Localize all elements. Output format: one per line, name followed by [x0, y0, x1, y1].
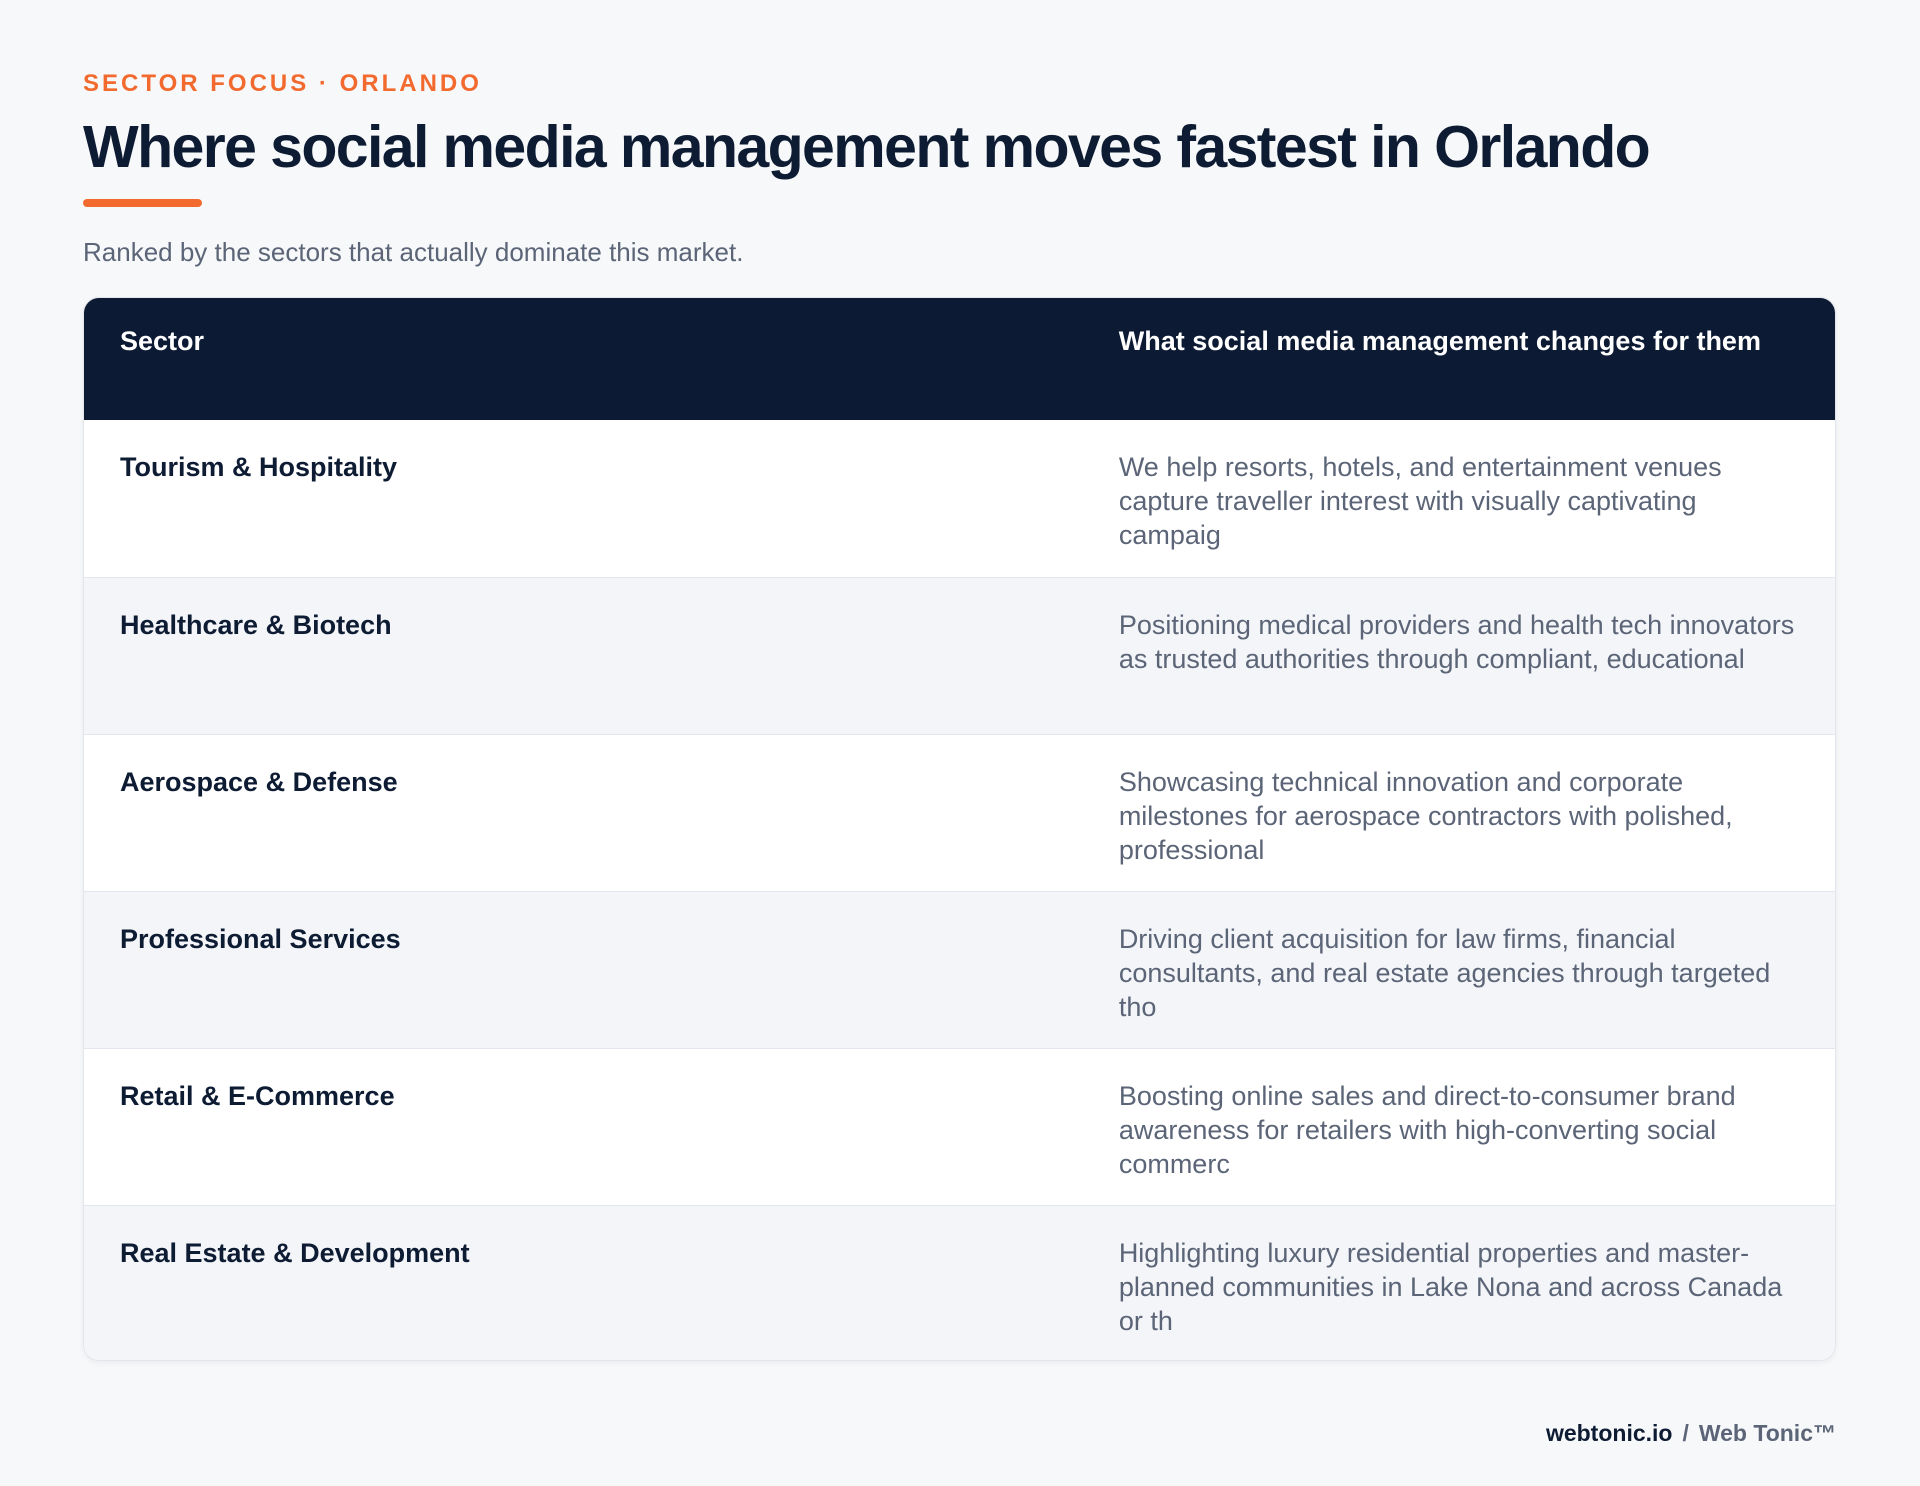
table-row: Healthcare & Biotech Positioning medical… [84, 577, 1835, 734]
table-row: Professional Services Driving client acq… [84, 891, 1835, 1048]
eyebrow-label: SECTOR FOCUS · ORLANDO [83, 70, 482, 97]
sector-table: Sector What social media management chan… [83, 297, 1836, 1361]
page-title: Where social media management moves fast… [83, 114, 1651, 180]
column-header-changes: What social media management changes for… [1118, 326, 1761, 356]
table-header: Sector What social media management chan… [84, 298, 1835, 420]
description-cell: We help resorts, hotels, and entertainme… [1118, 452, 1722, 550]
description-cell: Boosting online sales and direct-to-cons… [1118, 1081, 1736, 1179]
footer-credit: webtonic.io / Web Tonic™ [1546, 1420, 1836, 1447]
title-accent-rule [83, 199, 202, 207]
description-cell: Driving client acquisition for law firms… [1118, 924, 1771, 1022]
sector-cell: Professional Services [120, 924, 401, 954]
table-row: Tourism & Hospitality We help resorts, h… [84, 420, 1835, 577]
column-header-sector: Sector [120, 326, 205, 356]
table-body: Tourism & Hospitality We help resorts, h… [84, 420, 1835, 1360]
table-row: Retail & E-Commerce Boosting online sale… [84, 1048, 1835, 1205]
footer-domain-link[interactable]: webtonic.io [1545, 1420, 1673, 1446]
sector-cell: Tourism & Hospitality [120, 452, 398, 482]
footer-separator: / [1682, 1420, 1689, 1446]
footer-brand: Web Tonic™ [1698, 1420, 1836, 1446]
table-row: Real Estate & Development Highlighting l… [84, 1205, 1835, 1360]
description-cell: Highlighting luxury residential properti… [1118, 1238, 1783, 1336]
sector-cell: Healthcare & Biotech [120, 610, 392, 640]
sector-cell: Aerospace & Defense [120, 767, 398, 797]
description-cell: Positioning medical providers and health… [1118, 610, 1795, 674]
table-row: Aerospace & Defense Showcasing technical… [84, 734, 1835, 891]
description-cell: Showcasing technical innovation and corp… [1118, 767, 1733, 865]
sector-cell: Real Estate & Development [120, 1238, 470, 1268]
sector-cell: Retail & E-Commerce [120, 1081, 395, 1111]
page-subtitle: Ranked by the sectors that actually domi… [83, 237, 744, 267]
